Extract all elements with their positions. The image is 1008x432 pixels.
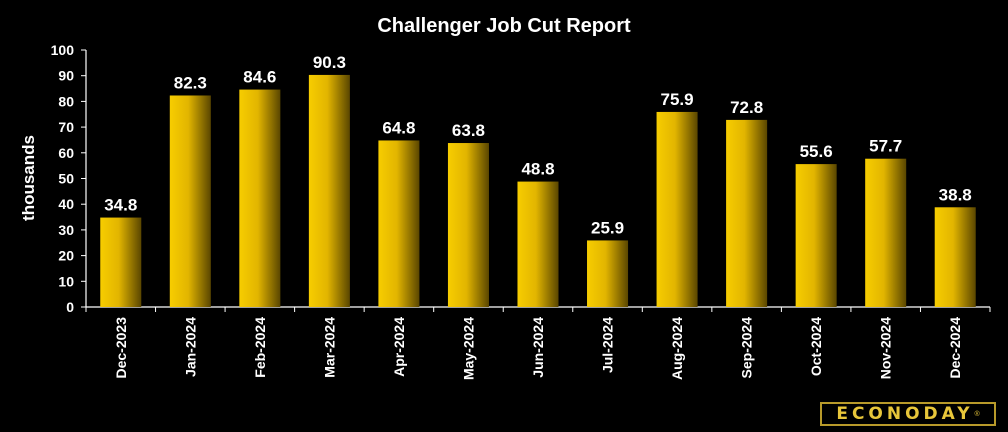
bar [308,74,350,307]
bar [865,158,907,307]
x-tick-label: Nov-2024 [878,317,894,379]
bar [656,111,698,307]
y-axis-label: thousands [19,135,38,221]
x-tick-label: Aug-2024 [669,317,685,380]
y-tick-label: 100 [51,42,75,58]
bar [726,119,768,308]
value-label: 84.6 [243,68,276,87]
value-label: 48.8 [521,160,554,179]
y-tick-label: 40 [58,196,74,212]
bar [100,217,142,307]
y-tick-label: 60 [58,145,74,161]
y-tick-label: 90 [58,68,74,84]
bar [239,89,281,307]
y-tick-label: 50 [58,171,74,187]
x-tick-label: Oct-2024 [808,317,824,376]
x-tick-label: May-2024 [460,317,476,380]
y-tick-label: 10 [58,273,74,289]
chart-title: Challenger Job Cut Report [377,15,631,37]
econoday-logo: ECONODAY ® [820,402,996,426]
x-tick-label: Jan-2024 [182,317,198,377]
axes: 0 10 20 30 40 50 60 70 80 90 100 [51,42,991,315]
x-tick-label: Mar-2024 [321,317,337,378]
bar [447,143,489,307]
bar [517,181,559,307]
value-label: 57.7 [869,137,902,156]
y-tick-label: 0 [66,299,74,315]
value-label: 34.8 [104,196,137,215]
x-tick-label: Jun-2024 [530,317,546,378]
bar [378,140,420,307]
value-label: 90.3 [313,53,346,72]
logo-mark: ® [974,410,980,418]
x-tick-label: Dec-2024 [947,317,963,379]
value-label: 38.8 [939,185,972,204]
bar [795,164,837,307]
y-tick-label: 70 [58,119,74,135]
value-label: 55.6 [800,142,833,161]
x-tick-label: Sep-2024 [739,317,755,379]
value-label: 72.8 [730,98,763,117]
logo-text: ECONODAY [836,404,974,424]
bar [587,240,629,307]
y-tick-label: 30 [58,222,74,238]
y-tick-label: 80 [58,93,74,109]
x-tick-label: Jul-2024 [600,317,616,373]
bar [169,95,211,307]
bars-group [100,74,976,308]
value-label: 25.9 [591,218,624,237]
labels-group: 34.8 Dec-2023 82.3 Jan-2024 84.6 Feb-2024 90.3… [104,53,972,380]
y-tick-label: 20 [58,248,74,264]
x-tick-label: Apr-2024 [391,317,407,377]
value-label: 82.3 [174,73,207,92]
value-label: 64.8 [382,118,415,137]
x-tick-label: Dec-2023 [113,317,129,379]
value-label: 63.8 [452,121,485,140]
bar [934,207,976,307]
value-label: 75.9 [661,90,694,109]
x-tick-label: Feb-2024 [252,317,268,378]
